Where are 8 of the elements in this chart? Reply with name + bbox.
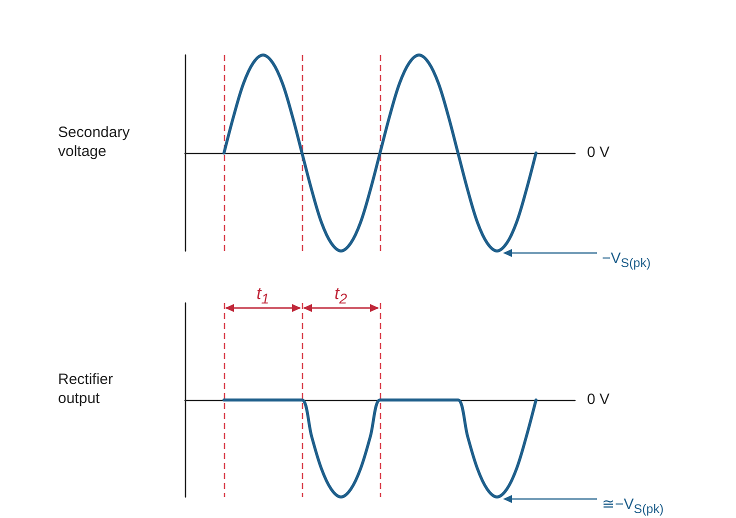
y-axis-title: Rectifier output bbox=[58, 370, 114, 408]
text: 0 V bbox=[587, 390, 610, 409]
text: ≅−V$_{S(pk)}$ bbox=[602, 495, 664, 518]
text: t$_{1}$ bbox=[256, 284, 270, 310]
text: −V$_{S(pk)}$ bbox=[602, 249, 651, 272]
y-axis-title: Secondary voltage bbox=[58, 123, 130, 161]
text: 0 V bbox=[587, 143, 610, 162]
text: t$_{2}$ bbox=[334, 284, 348, 310]
